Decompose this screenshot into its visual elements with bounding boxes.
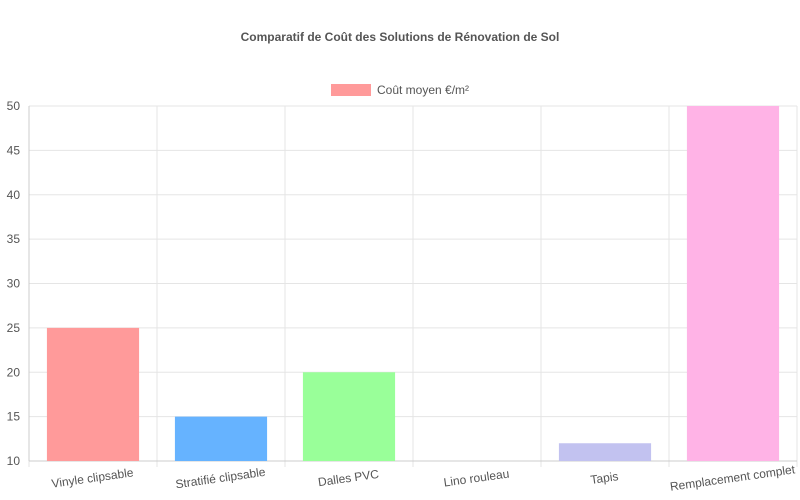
y-axis-ticks: 10 15 20 25 30 35 40 45 50	[7, 99, 21, 468]
x-category-label: Stratifié clipsable	[175, 465, 267, 492]
x-category-label: Dalles PVC	[317, 467, 380, 489]
bar[interactable]	[686, 106, 780, 461]
bar[interactable]	[302, 372, 396, 461]
y-tick-label: 50	[7, 99, 21, 113]
bar[interactable]	[174, 416, 268, 461]
x-category-label: Lino rouleau	[443, 467, 510, 490]
bar[interactable]	[558, 443, 652, 461]
bars	[46, 106, 780, 461]
y-tick-label: 40	[7, 188, 21, 202]
y-tick-label: 35	[7, 232, 21, 246]
y-tick-label: 25	[7, 321, 21, 335]
x-category-label: Vinyle clipsable	[51, 465, 135, 490]
x-category-label: Tapis	[590, 469, 620, 487]
bar[interactable]	[46, 327, 140, 461]
legend-label: Coût moyen €/m²	[377, 83, 469, 97]
y-tick-label: 15	[7, 410, 21, 424]
x-category-label: Remplacement complet	[669, 462, 796, 493]
x-axis-labels: Vinyle clipsable Stratifié clipsable Dalle…	[51, 462, 797, 493]
legend-swatch	[331, 84, 371, 96]
chart-title: Comparatif de Coût des Solutions de Réno…	[241, 30, 560, 44]
y-tick-label: 20	[7, 365, 21, 379]
legend[interactable]: Coût moyen €/m²	[331, 83, 469, 97]
y-tick-label: 30	[7, 277, 21, 291]
y-tick-label: 45	[7, 143, 21, 157]
grid	[28, 105, 798, 467]
y-tick-label: 10	[7, 454, 21, 468]
